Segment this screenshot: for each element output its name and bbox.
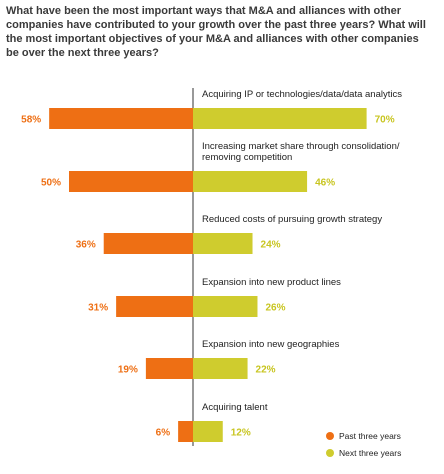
bar-next-three-years — [193, 108, 367, 129]
value-label-next: 22% — [256, 365, 276, 376]
bar-past-three-years — [103, 233, 193, 254]
value-label-past: 31% — [88, 303, 108, 314]
bar-past-three-years — [145, 358, 193, 379]
value-label-past: 19% — [118, 365, 138, 376]
value-label-next: 70% — [375, 115, 395, 126]
value-label-past: 58% — [21, 115, 41, 126]
category-label: Increasing market share through consolid… — [202, 141, 400, 152]
bar-next-three-years — [193, 171, 308, 192]
value-label-past: 50% — [41, 178, 61, 189]
category-label: Expansion into new geographies — [202, 339, 340, 350]
value-label-next: 26% — [265, 303, 285, 314]
category-label: Reduced costs of pursuing growth strateg… — [202, 214, 382, 225]
bar-next-three-years — [193, 233, 253, 254]
bar-past-three-years — [69, 171, 193, 192]
value-label-past: 6% — [156, 428, 171, 439]
bar-next-three-years — [193, 421, 223, 442]
bar-past-three-years — [49, 108, 193, 129]
chart-title: What have been the most important ways t… — [6, 5, 426, 59]
bar-next-three-years — [193, 296, 258, 317]
legend-marker — [326, 432, 334, 440]
category-label: Acquiring IP or technologies/data/data a… — [202, 89, 402, 100]
value-label-next: 12% — [231, 428, 251, 439]
value-label-next: 46% — [315, 178, 335, 189]
value-label-next: 24% — [261, 240, 281, 251]
category-label: Acquiring talent — [202, 402, 268, 413]
category-label: removing competition — [202, 152, 292, 163]
value-label-past: 36% — [76, 240, 96, 251]
legend-marker — [326, 449, 334, 457]
legend-label: Past three years — [339, 431, 401, 441]
category-label: Expansion into new product lines — [202, 277, 341, 288]
legend-label: Next three years — [339, 448, 401, 458]
bar-next-three-years — [193, 358, 248, 379]
bar-past-three-years — [178, 421, 193, 442]
bar-past-three-years — [116, 296, 193, 317]
